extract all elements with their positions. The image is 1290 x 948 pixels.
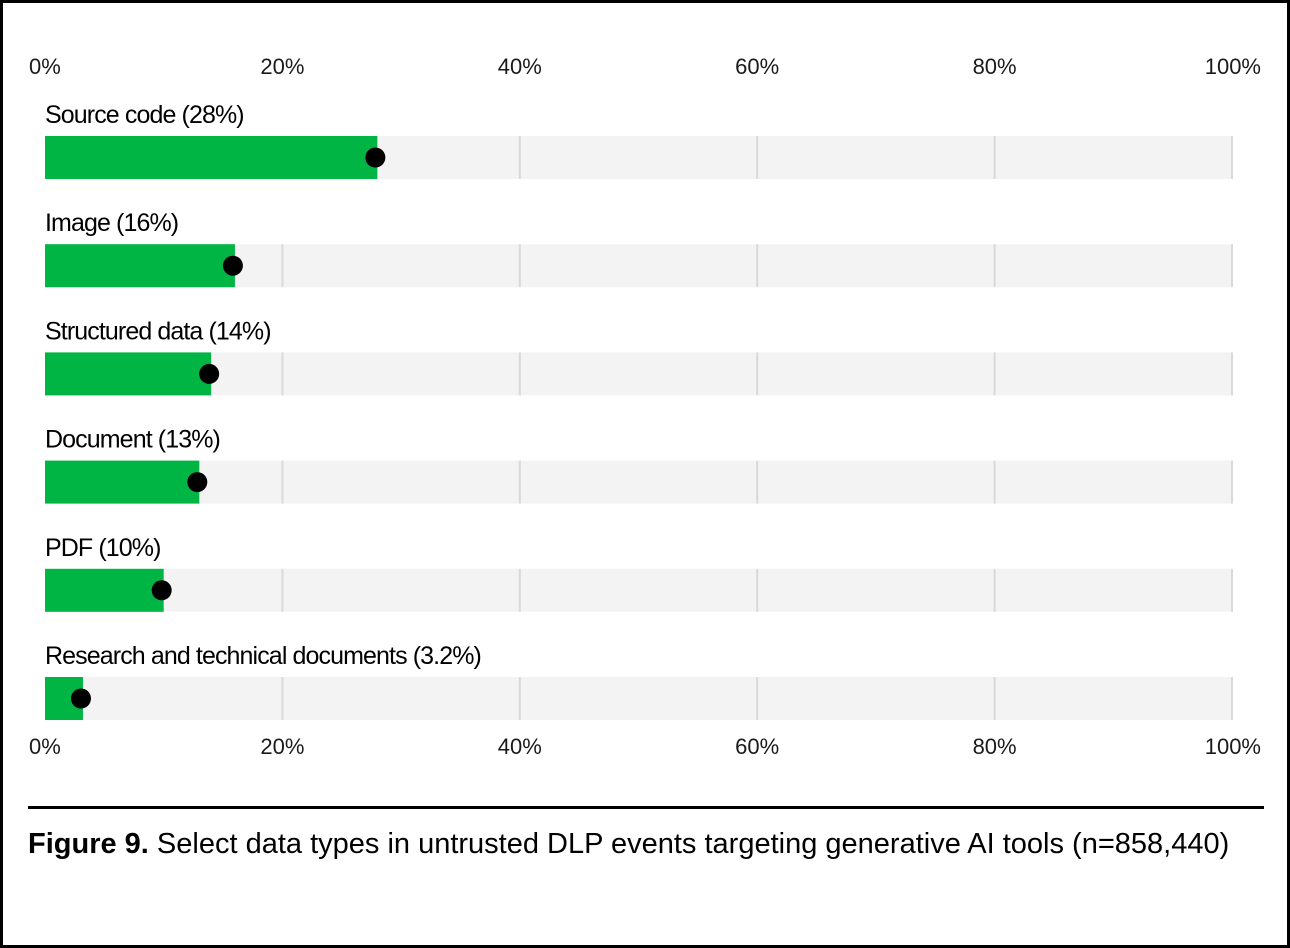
category-label: Source code (28%) [45, 101, 244, 129]
category-label: Research and technical documents (3.2%) [45, 642, 481, 670]
x-tick-label-bottom: 100% [1205, 734, 1261, 759]
x-tick-label-bottom: 0% [29, 734, 61, 759]
x-tick-label-top: 60% [735, 54, 779, 79]
x-tick-label-bottom: 40% [498, 734, 542, 759]
category-label: Structured data (14%) [45, 317, 271, 345]
bar [45, 352, 212, 396]
figure-caption: Figure 9. Select data types in untrusted… [28, 827, 1258, 861]
bar-end-marker [187, 472, 208, 493]
bar [45, 244, 235, 288]
x-tick-label-top: 0% [29, 54, 61, 79]
bar [45, 136, 378, 179]
bar-chart: Source code (28%) Image (16%) Structured d… [29, 54, 1261, 759]
caption-divider [28, 806, 1264, 809]
bar-track [45, 677, 1232, 720]
x-tick-label-bottom: 20% [260, 734, 304, 759]
bar-track [45, 568, 1232, 612]
bar [45, 568, 164, 612]
x-tick-label-top: 40% [498, 54, 542, 79]
bar-track [45, 352, 1232, 396]
category-label: Document (13%) [45, 426, 220, 454]
bar-end-marker [151, 580, 172, 601]
bar [45, 460, 200, 504]
x-tick-label-top: 20% [260, 54, 304, 79]
x-tick-label-bottom: 80% [973, 734, 1017, 759]
bar-end-marker [365, 147, 386, 168]
bar-end-marker [70, 688, 91, 709]
category-label: Image (16%) [45, 209, 178, 237]
x-tick-label-bottom: 60% [735, 734, 779, 759]
x-tick-label-top: 100% [1205, 54, 1261, 79]
caption-text: Select data types in untrusted DLP event… [148, 828, 1230, 860]
caption-label: Figure 9. [28, 828, 149, 860]
bar-end-marker [199, 363, 220, 384]
x-tick-label-top: 80% [973, 54, 1017, 79]
bar-end-marker [222, 255, 243, 276]
category-label: PDF (10%) [45, 534, 161, 562]
bar-track [45, 460, 1232, 504]
